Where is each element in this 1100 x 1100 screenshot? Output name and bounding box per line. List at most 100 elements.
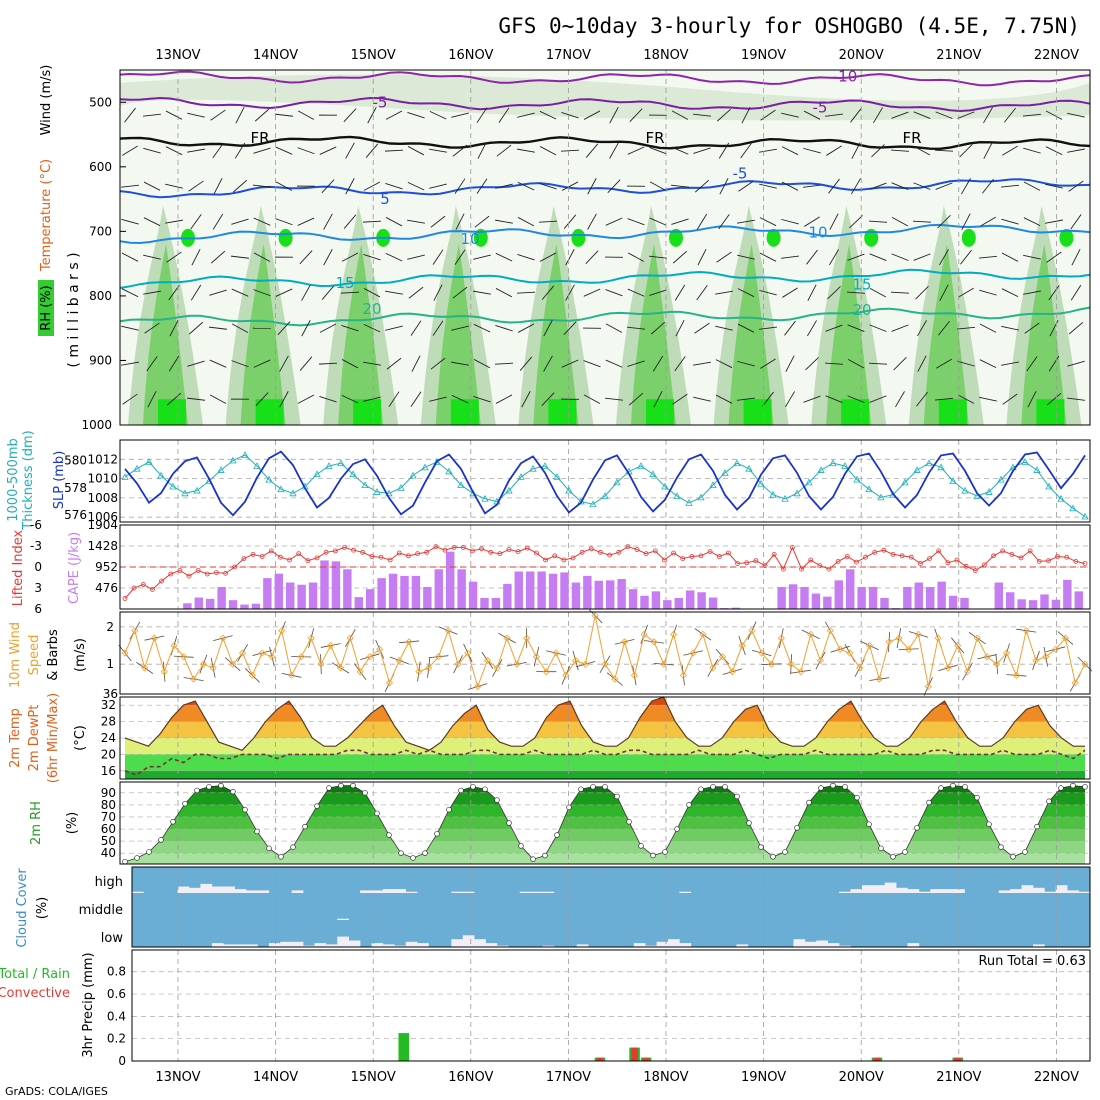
li-point xyxy=(1082,561,1088,566)
cloud-high-bar xyxy=(850,889,863,893)
wind-speed-point xyxy=(640,630,648,638)
rh-point xyxy=(974,794,980,801)
wind-barb xyxy=(737,288,755,298)
wind-speed-point xyxy=(513,660,521,668)
wind-barb xyxy=(541,285,555,300)
thickness-point xyxy=(517,473,525,480)
cloud-background xyxy=(132,867,1090,947)
cape-bar xyxy=(457,569,466,609)
thickness-tick-label: 578 xyxy=(64,481,87,495)
wind-barb xyxy=(715,359,733,369)
thickness-point xyxy=(1021,458,1029,465)
li-point xyxy=(716,554,722,559)
wind-barb xyxy=(1070,284,1082,301)
wind-barb xyxy=(851,178,861,195)
rh-upper-band xyxy=(118,74,1090,121)
precip-tick-label: 0.6 xyxy=(107,987,126,1001)
thickness-point xyxy=(793,489,801,497)
wind-barb xyxy=(759,326,777,330)
panel-frame xyxy=(119,781,1091,865)
wind-barb xyxy=(627,252,645,262)
thickness-point xyxy=(829,459,837,467)
cloud-axis-label: Cloud Cover xyxy=(15,868,30,948)
cloud-high-bar xyxy=(896,887,908,893)
wind-barb xyxy=(781,181,799,191)
wind-barb xyxy=(253,359,271,368)
wind-barb xyxy=(121,252,139,262)
thickness-point xyxy=(1081,512,1089,520)
wind-barb xyxy=(805,357,819,371)
cape-bar xyxy=(354,597,363,609)
wind-barb xyxy=(165,146,183,156)
thickness-point xyxy=(373,488,381,495)
wind-barb xyxy=(890,149,910,152)
wind-speed-point xyxy=(327,641,335,650)
wind-barb xyxy=(517,148,535,153)
wind-barb xyxy=(301,284,311,301)
li-point xyxy=(287,557,292,563)
wind-barb xyxy=(671,184,689,188)
wind-barb xyxy=(869,253,887,262)
wind-barb xyxy=(628,392,644,406)
wind-barb xyxy=(565,249,575,266)
wind-barb xyxy=(451,361,469,366)
cloud-low-bar xyxy=(839,945,851,947)
wind-barb xyxy=(1045,110,1063,120)
wind-speed-point xyxy=(1012,671,1020,679)
rh-legend-swatch xyxy=(38,280,54,336)
li-point xyxy=(817,563,823,568)
wind-barb xyxy=(430,215,446,228)
date-label-top: 20NOV xyxy=(839,48,884,63)
wind-barb xyxy=(321,179,335,194)
rh-point xyxy=(854,794,860,801)
wind-barb xyxy=(782,287,798,298)
wind-barb xyxy=(231,288,249,297)
thickness-point xyxy=(541,462,549,469)
wind-barb xyxy=(212,213,224,230)
rh-plume-mid xyxy=(923,244,969,425)
cape-tick-label: 476 xyxy=(95,581,118,595)
li-point xyxy=(780,566,786,572)
wind-barb xyxy=(979,323,997,333)
thickness-point xyxy=(937,463,945,471)
wind-barb xyxy=(210,109,226,121)
wind-speed-point xyxy=(287,671,296,679)
pressure-tick-label: 500 xyxy=(89,95,112,109)
wind-barb xyxy=(407,254,425,260)
panel-cape-li: -6 -3 0 3 6 476 952 1428 1904 Lifted Index CAPE (J… xyxy=(11,518,1091,616)
cloud-level-label: middle xyxy=(79,903,123,918)
precip-convective-bar xyxy=(954,1057,962,1061)
panel-thickness-slp: 576 578 580 1006 1008 1010 1012 1000-500mb Thick… xyxy=(6,430,1091,531)
wind-speed-point xyxy=(621,638,629,646)
li-point xyxy=(616,549,622,555)
wind-barb xyxy=(759,252,777,262)
li-point xyxy=(506,547,512,552)
wind-speed-point xyxy=(836,645,844,653)
cloud-high-bar xyxy=(1021,885,1034,893)
li-point xyxy=(918,561,923,566)
wind-barb xyxy=(212,143,224,159)
wind-barb xyxy=(407,219,425,224)
wind-barb xyxy=(826,145,842,156)
li-point xyxy=(140,582,146,587)
li-point xyxy=(835,559,841,564)
wind-speed-point xyxy=(307,634,315,642)
wind-barb xyxy=(1048,285,1060,301)
li-point xyxy=(433,544,439,550)
wind-barb xyxy=(1067,360,1085,367)
rh-point xyxy=(734,793,740,800)
wind-barb xyxy=(1023,147,1041,154)
wind-speed-point xyxy=(493,664,501,672)
wind-barb xyxy=(143,181,161,191)
cape-bar xyxy=(800,586,809,609)
wind-speed-point xyxy=(121,649,129,657)
li-tick-label: 6 xyxy=(34,602,42,616)
li-point xyxy=(150,587,155,592)
wind10m-axis-label: 10m Wind xyxy=(8,622,23,688)
wind-barb xyxy=(1001,361,1019,366)
wind-barb xyxy=(1023,290,1041,295)
slp-axis-label: SLP (mb) xyxy=(52,451,67,510)
wind-barb xyxy=(407,146,425,156)
wind-speed-point xyxy=(317,660,325,668)
